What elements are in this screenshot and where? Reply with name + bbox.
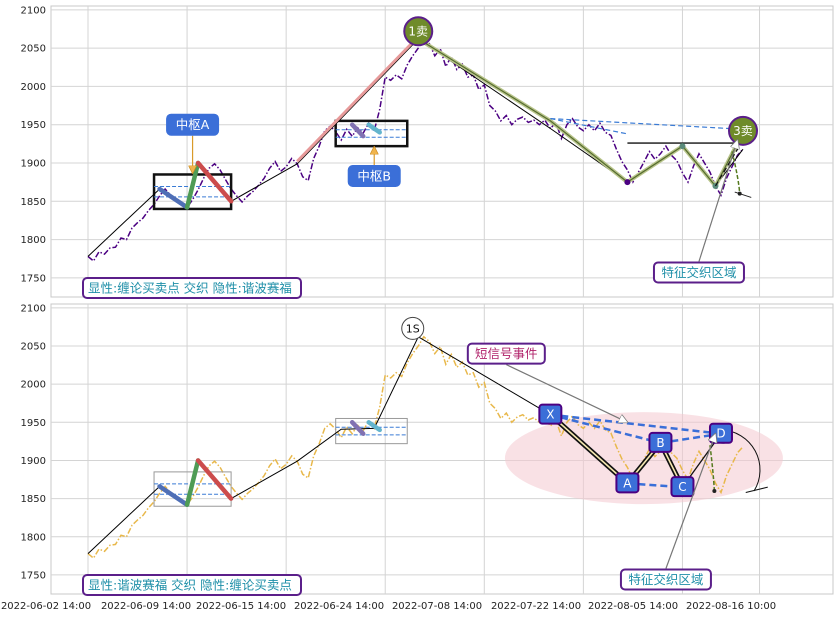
y-tick-label: 2050: [21, 341, 46, 352]
y-tick-label: 1750: [21, 273, 46, 284]
segment-line: [366, 122, 382, 135]
target-dot: [712, 488, 717, 493]
bottom-panel: 2100 2050 2000 1950 1900 1850 1800 1750 X A B C D 1S 短…: [21, 303, 834, 596]
turning-point: [624, 179, 631, 186]
target-tick: [734, 191, 752, 198]
segment-line: [349, 420, 366, 436]
annotation-label: 特征交织区域: [661, 265, 736, 280]
sell-signal-marker: [401, 316, 425, 340]
trend-line: [296, 35, 420, 163]
legend-text: 显性:谐波赛福 交织 隐性:缠论买卖点: [88, 578, 292, 593]
zhongshu-box: [335, 417, 408, 445]
annotation-arrow: [506, 364, 627, 423]
annotation-box: [466, 342, 546, 365]
annotation-arrow: [665, 434, 716, 569]
segment-line: [157, 186, 190, 210]
target-tick: [745, 486, 768, 493]
y-tick-label: 2100: [21, 5, 46, 16]
x-tick-label: 2022-07-22 14:00: [491, 601, 581, 612]
target-dot: [737, 191, 742, 196]
segment-line: [195, 160, 234, 204]
annotation-box: [347, 165, 401, 188]
y-tick-label: 2000: [21, 380, 46, 391]
pattern-dashed-xd: [550, 413, 722, 435]
pattern-point-label: B: [656, 436, 664, 450]
y-tick-label: 1950: [21, 418, 46, 429]
price-line: [87, 37, 744, 263]
legend-box: [82, 277, 302, 299]
pattern-point-marker: [615, 472, 640, 494]
y-tick-label: 2100: [21, 303, 46, 314]
segment-line: [195, 458, 234, 501]
projection-curve: [709, 445, 716, 492]
pattern-point-marker: [670, 476, 695, 498]
annotation-arrow: [698, 140, 738, 262]
segment-line: [366, 420, 382, 433]
sell-signal-marker: [728, 115, 758, 146]
pattern-dashed-xb: [550, 413, 661, 445]
stroke-line: [87, 38, 744, 257]
pattern-point-label: X: [546, 408, 554, 422]
top-panel: 2100 2050 2000 1950 1900 1850 1800 1750 1卖 3卖 中枢A 中…: [21, 5, 834, 299]
x-tick-label: 2022-06-24 14:00: [294, 601, 384, 612]
annotation-box: [619, 568, 712, 591]
pattern-leg-inner: [549, 414, 628, 484]
annotation-label: 特征交织区域: [628, 572, 703, 587]
turning-point: [679, 143, 686, 150]
x-tick-label: 2022-06-15 14:00: [196, 601, 286, 612]
plot-frame: [50, 5, 834, 298]
y-tick-label: 1900: [21, 158, 46, 169]
y-tick-label: 1850: [21, 197, 46, 208]
y-tick-label: 1850: [21, 494, 46, 505]
annotation-label: 中枢A: [176, 117, 210, 132]
annotation-label: 短信号事件: [475, 346, 538, 361]
stroke-line: [87, 336, 551, 554]
pattern-point-marker: [538, 403, 563, 425]
x-tick-label: 2022-07-08 14:00: [392, 601, 482, 612]
annotation-box: [652, 261, 745, 284]
x-tick-label: 2022-08-16 10:00: [686, 601, 776, 612]
y-tick-label: 2050: [21, 44, 46, 55]
x-tick-label: 2022-06-09 14:00: [101, 601, 191, 612]
pattern-point-marker: [648, 431, 673, 453]
zhongshu-box: [153, 471, 232, 507]
y-tick-label: 1800: [21, 532, 46, 543]
sell-signal-label: 1卖: [408, 24, 428, 38]
x-tick-label: 2022-08-05 14:00: [588, 601, 678, 612]
annotation-label: 中枢B: [357, 169, 391, 184]
legend-box: [82, 574, 302, 596]
dashed-trendline: [550, 117, 744, 130]
dashed-trendline: [550, 117, 628, 135]
x-axis: 2022-06-02 14:00 2022-06-09 14:00 2022-06-…: [1, 601, 776, 612]
sell-signal-marker: [403, 16, 434, 47]
sell-signal-label: 1S: [406, 322, 420, 335]
y-tick-label: 2000: [21, 82, 46, 93]
segment-line: [349, 122, 366, 139]
pattern-point-label: D: [716, 427, 725, 441]
price-line: [87, 335, 744, 560]
segment-line: [184, 458, 201, 507]
y-tick-label: 1750: [21, 570, 46, 581]
x-tick-label: 2022-06-02 14:00: [1, 601, 91, 612]
sell-signal-label: 3卖: [733, 124, 753, 138]
segment-line: [157, 484, 190, 507]
plot-frame: [50, 303, 834, 595]
annotation-box: [166, 113, 220, 136]
y-tick-label: 1900: [21, 456, 46, 467]
y-tick-label: 1800: [21, 235, 46, 246]
legend-text: 显性:缠论买卖点 交织 隐性:谐波赛福: [88, 281, 292, 296]
pattern-point-label: A: [623, 476, 632, 490]
zhongshu-box: [152, 173, 233, 211]
projection-curve: [731, 151, 741, 194]
y-tick-label: 1950: [21, 120, 46, 131]
pattern-point-label: C: [678, 480, 686, 494]
